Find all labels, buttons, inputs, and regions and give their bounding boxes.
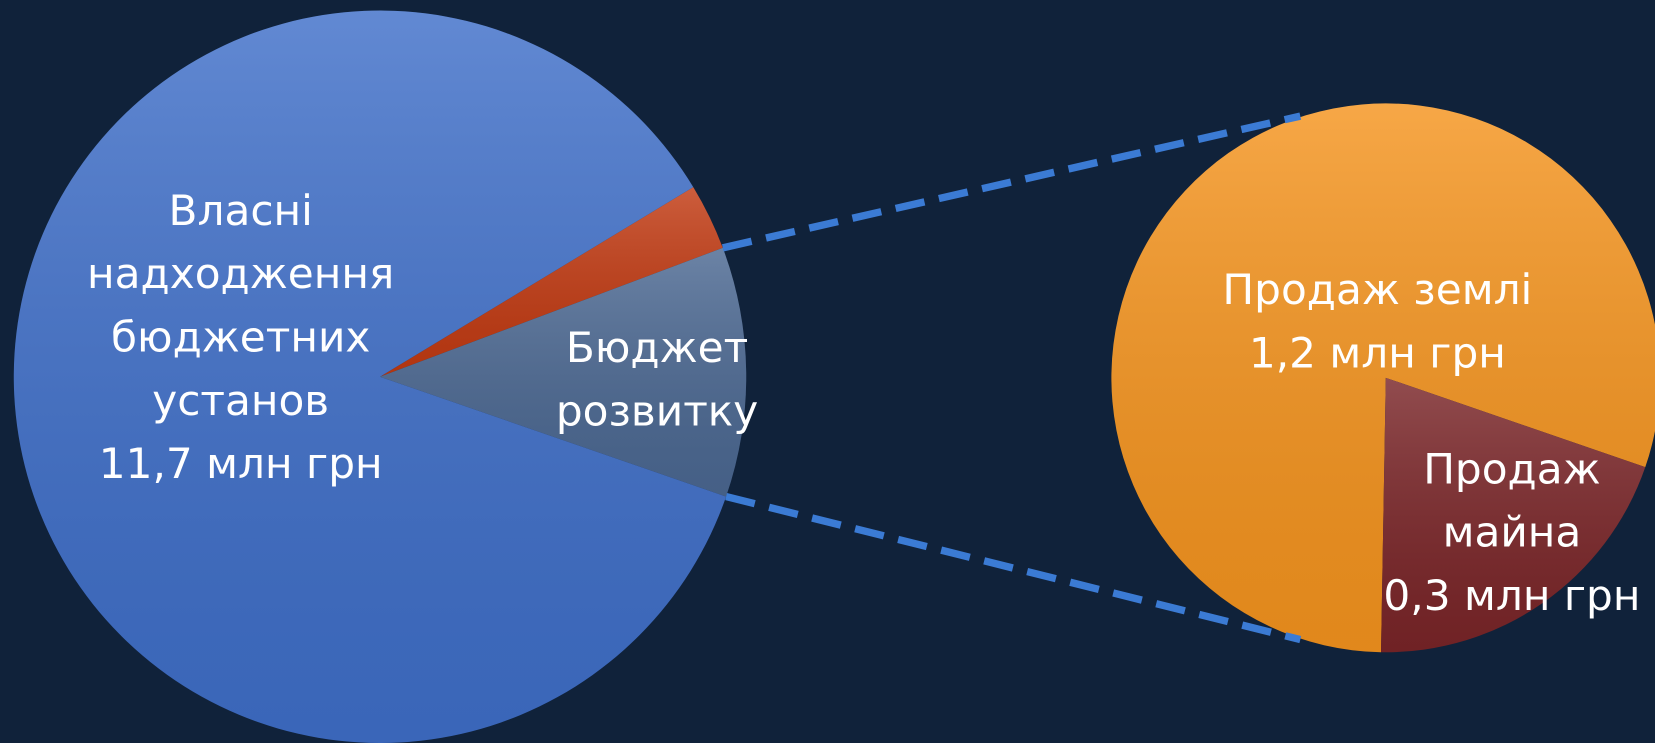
- connector-line: [721, 112, 1302, 252]
- label-line: 0,3 млн грн: [1383, 572, 1641, 621]
- slice-label: Продаж майна 0,3 млн грн: [1372, 433, 1652, 634]
- slice-label: Власні надходження бюджетних установ 11,7…: [51, 169, 431, 507]
- slice-label: Продаж майна 0,3 млн грн: [1372, 433, 1652, 634]
- slice-shade: [380, 247, 747, 497]
- connector-line: [725, 492, 1302, 644]
- slice-shade: [1381, 377, 1646, 653]
- slice-label: Власні надходження бюджетних установ 11,7…: [51, 169, 431, 507]
- slice-shade: [1111, 103, 1655, 653]
- label-line: 11,7 млн грн: [98, 440, 383, 489]
- slice-label: Бюджет розвитку: [549, 311, 765, 448]
- label-line: Бюджет розвитку: [555, 324, 759, 436]
- slice-shade: [13, 10, 727, 743]
- label-line: Продаж майна: [1423, 445, 1601, 558]
- slice-label: Продаж землі 1,2 млн грн: [1182, 253, 1572, 390]
- label-line: Продаж землі: [1222, 265, 1533, 315]
- label-line: 1,2 млн грн: [1248, 329, 1506, 378]
- slice-label: Продаж землі 1,2 млн грн: [1182, 253, 1572, 390]
- label-line: Власні надходження бюджетних установ: [87, 186, 395, 426]
- slice-shade: [380, 187, 723, 377]
- slice-label: Бюджет розвитку: [549, 311, 765, 448]
